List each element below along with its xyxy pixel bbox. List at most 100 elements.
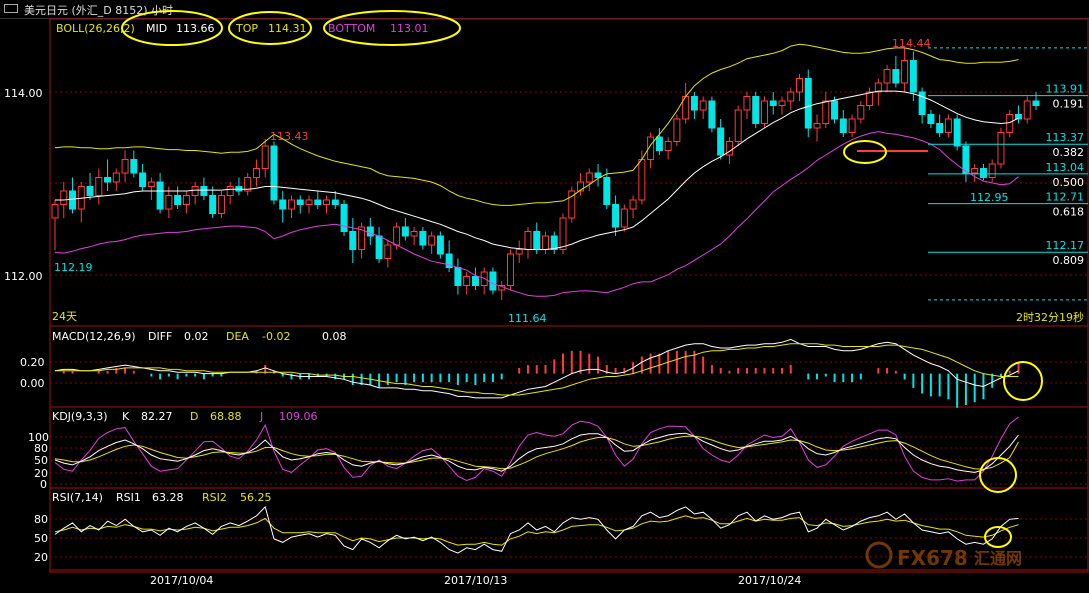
watermark-icon <box>865 541 893 569</box>
boll-bottom-line <box>54 131 1019 297</box>
period-label: 24天 <box>52 310 77 323</box>
candle-body <box>252 168 260 178</box>
annotation-ellipse-mid <box>121 10 223 46</box>
candle-body <box>419 231 427 246</box>
candle-body <box>454 267 462 286</box>
candle-body <box>95 177 103 196</box>
candle-body <box>314 199 322 205</box>
countdown-label: 2时32分19秒 <box>1016 310 1084 324</box>
annotation-ellipse-top <box>228 11 312 45</box>
candle-body <box>752 96 760 124</box>
candle-body <box>839 118 847 133</box>
annotation-ellipse-macd <box>1003 361 1043 401</box>
candle-body <box>787 91 795 102</box>
boll-top-line <box>54 43 1019 206</box>
plot-frame <box>49 18 1089 573</box>
marker-low-right: 112.95 <box>970 191 1009 204</box>
candle-body <box>822 100 830 124</box>
fib-price: 113.37 <box>1046 131 1085 144</box>
bollinger-bands <box>54 43 1019 297</box>
candle-body <box>139 172 147 187</box>
candle-body <box>506 253 514 286</box>
candle-body <box>848 118 856 133</box>
candle-body <box>559 217 567 250</box>
y-tick-rsi-1: 50 <box>34 532 48 545</box>
boll-top-label: TOP <box>235 22 258 35</box>
watermark-sub: 汇通网 <box>974 549 1022 568</box>
kdj-d-value: 68.88 <box>210 410 242 423</box>
y-tick-rsi-2: 20 <box>34 551 48 564</box>
rsi1-line <box>54 505 1019 554</box>
candle-body <box>340 204 348 232</box>
fib-price: 113.04 <box>1046 161 1085 174</box>
y-tick-kdj-4: 0 <box>40 478 47 491</box>
boll-mid-value: 113.66 <box>176 22 215 35</box>
rsi-panel-header: RSI(7,14) RSI1 63.28 RSI2 56.25 <box>52 491 272 504</box>
y-tick-macd-0: 0.20 <box>20 356 45 369</box>
candle-body <box>655 136 663 151</box>
y-tick-kdj-2: 50 <box>34 454 48 467</box>
candle-body <box>244 177 252 192</box>
rsi2-line <box>54 515 1019 546</box>
candle-body <box>725 141 733 156</box>
candle-body <box>428 235 436 246</box>
window-icon[interactable] <box>4 4 18 13</box>
x-tick-2: 2017/10/24 <box>738 574 801 587</box>
candle-body <box>471 276 479 286</box>
boll-mid-label: MID <box>146 22 167 35</box>
candle-body <box>892 69 900 84</box>
candle-body <box>918 91 926 115</box>
candle-body <box>270 145 278 201</box>
candle-body <box>393 226 401 246</box>
candle-body <box>769 100 777 106</box>
candle-body <box>936 123 944 133</box>
candle-body <box>673 118 681 142</box>
candle-body <box>51 204 59 219</box>
panel-frames <box>49 18 1089 573</box>
candle-body <box>331 199 339 205</box>
grid-lines <box>50 91 1088 558</box>
y-tick-rsi-0: 80 <box>34 513 48 526</box>
header-annotation-ellipses <box>121 10 461 46</box>
rsi-indicator-label: RSI(7,14) <box>52 491 103 504</box>
marker-high-right: 114.44 <box>892 37 931 50</box>
candle-body <box>909 60 917 93</box>
candle-body <box>174 195 182 205</box>
fib-price: 112.71 <box>1046 191 1085 204</box>
candle-body <box>226 186 234 196</box>
candle-body <box>296 199 304 205</box>
watermark-logo: FX678 汇通网 <box>865 541 1022 570</box>
fibonacci-levels: 113.91 0.191 113.37 0.382 113.04 0.500 112.71 0… <box>928 47 1088 301</box>
candle-body <box>261 145 269 169</box>
candle-body <box>813 123 821 129</box>
candle-body <box>524 231 532 250</box>
y-tick-kdj-3: 20 <box>34 467 48 480</box>
macd-panel-header: MACD(12,26,9) DIFF 0.02 DEA -0.02 0.08 <box>52 330 347 343</box>
kdj-j-line <box>54 416 1019 482</box>
candle-body <box>156 181 164 210</box>
kdj-d-line <box>54 435 1019 470</box>
candle-body <box>796 78 804 93</box>
kdj-panel-header: KDJ(9,3,3) K 82.27 D 68.88 J 109.06 <box>52 410 318 423</box>
candle-body <box>60 190 68 205</box>
main-panel-header: BOLL(26,26,2) MID 113.66 TOP 114.31 BOTT… <box>56 22 429 35</box>
candle-body <box>445 253 453 268</box>
candle-body <box>717 127 725 156</box>
candles-group <box>51 47 1040 300</box>
fib-price: 113.91 <box>1046 83 1085 96</box>
candle-body <box>410 231 418 237</box>
candle-body <box>927 114 935 124</box>
candle-body <box>1006 114 1014 133</box>
rsi-plot <box>54 505 1019 554</box>
marker-low-left: 112.19 <box>54 261 93 274</box>
rsi1-label: RSI1 <box>116 491 141 504</box>
candle-body <box>638 159 646 201</box>
candle-body <box>585 172 593 183</box>
candle-body <box>603 177 611 205</box>
candle-body <box>1023 100 1031 120</box>
kdj-indicator-label: KDJ(9,3,3) <box>52 410 108 423</box>
candle-body <box>550 235 558 250</box>
fib-ratio: 0.618 <box>1053 206 1085 219</box>
fib-ratio: 0.500 <box>1053 176 1085 189</box>
candle-body <box>515 249 523 255</box>
